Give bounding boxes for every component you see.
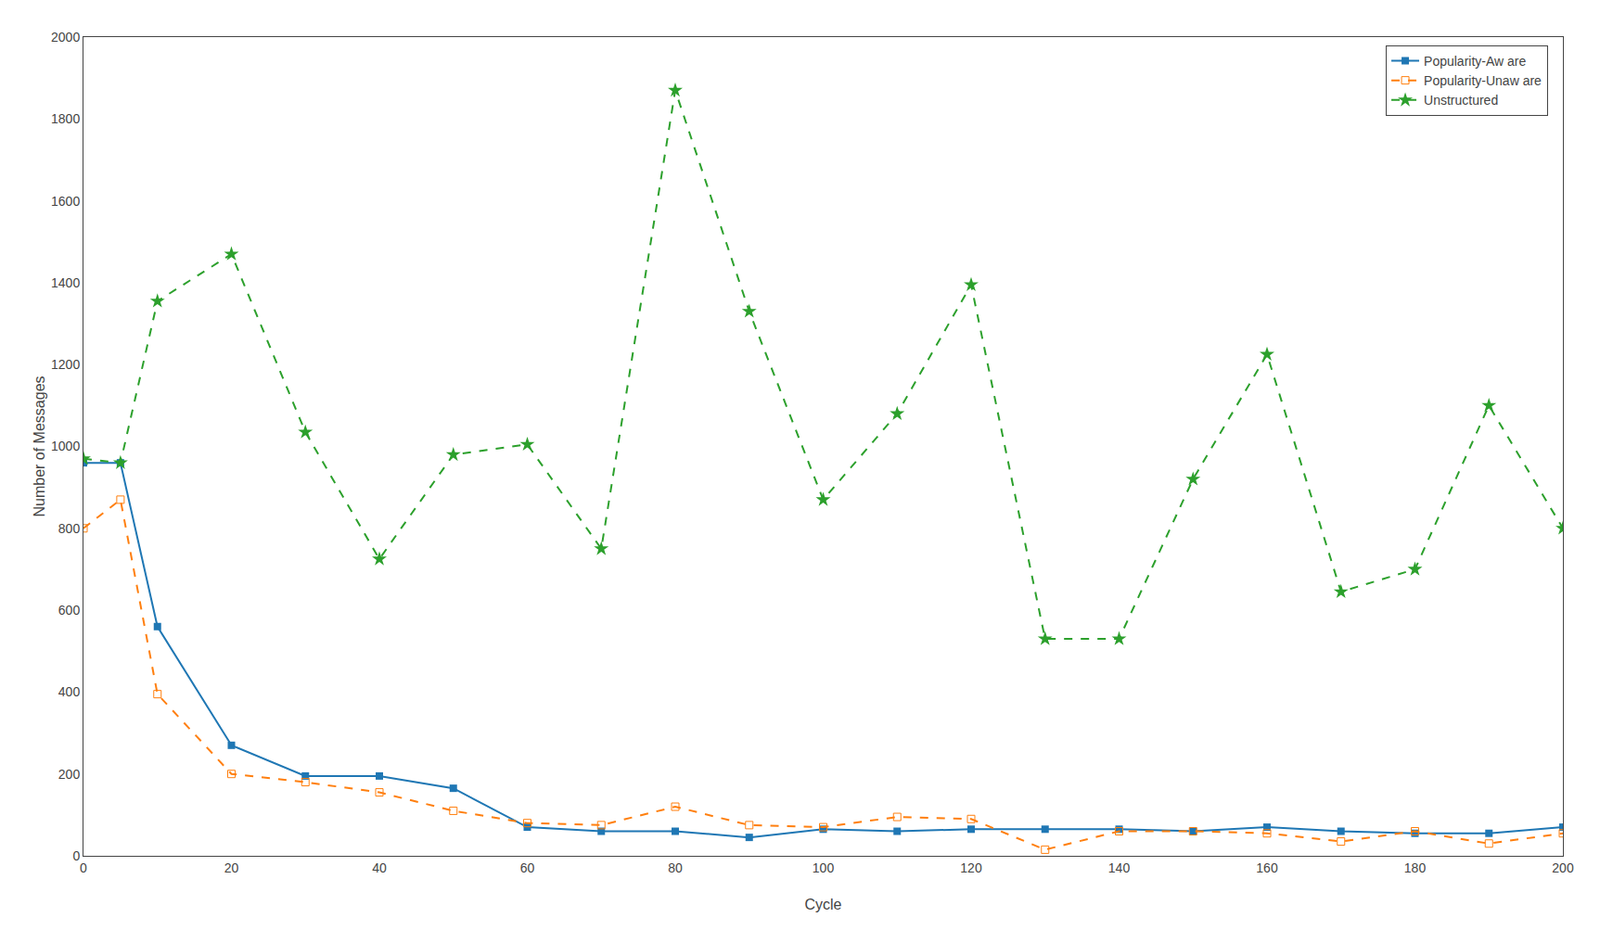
svg-text:60: 60 xyxy=(520,860,536,876)
svg-text:200: 200 xyxy=(58,767,81,782)
svg-text:Unstructured: Unstructured xyxy=(1423,92,1498,108)
svg-text:200: 200 xyxy=(1551,860,1575,876)
svg-text:1000: 1000 xyxy=(51,438,80,454)
svg-text:1200: 1200 xyxy=(51,357,80,372)
svg-text:1600: 1600 xyxy=(51,193,80,209)
svg-text:Cycle: Cycle xyxy=(804,896,842,913)
svg-text:Number of Messages: Number of Messages xyxy=(31,375,48,517)
svg-text:180: 180 xyxy=(1404,860,1427,876)
svg-text:400: 400 xyxy=(58,684,81,700)
svg-text:2000: 2000 xyxy=(51,29,80,45)
svg-text:1800: 1800 xyxy=(51,111,80,127)
svg-text:Popularity-Unaw are: Popularity-Unaw are xyxy=(1423,73,1542,89)
svg-text:140: 140 xyxy=(1108,860,1131,876)
svg-text:800: 800 xyxy=(58,521,81,537)
svg-text:0: 0 xyxy=(79,860,88,876)
svg-text:80: 80 xyxy=(667,860,683,876)
svg-text:160: 160 xyxy=(1255,860,1279,876)
svg-text:0: 0 xyxy=(72,848,80,864)
svg-text:1400: 1400 xyxy=(51,275,80,291)
svg-text:20: 20 xyxy=(224,860,240,876)
svg-text:600: 600 xyxy=(58,602,81,618)
svg-text:120: 120 xyxy=(960,860,983,876)
svg-text:Popularity-Aw are: Popularity-Aw are xyxy=(1423,53,1526,69)
svg-text:100: 100 xyxy=(812,860,835,876)
svg-text:40: 40 xyxy=(371,860,387,876)
